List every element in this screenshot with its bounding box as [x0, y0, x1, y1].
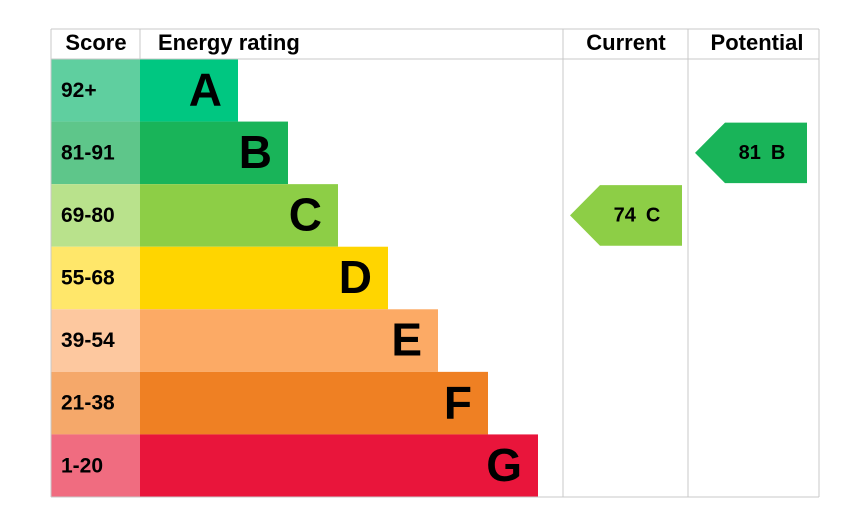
score-label: 39-54 — [61, 329, 115, 352]
score-cell — [51, 121, 140, 185]
rating-bar — [140, 121, 288, 185]
header-potential: Potential — [711, 30, 804, 55]
score-cell — [51, 309, 140, 372]
rating-bar — [140, 184, 338, 247]
score-cell — [51, 434, 140, 497]
potential-label: 81 B — [739, 142, 786, 164]
score-cell — [51, 246, 140, 310]
rating-bar — [140, 59, 238, 122]
rating-bar — [140, 434, 538, 497]
rating-letter: C — [289, 189, 322, 241]
potential-value: 81 — [739, 142, 761, 164]
score-label: 21-38 — [61, 392, 115, 415]
score-cell — [51, 184, 140, 247]
score-label: 92+ — [61, 79, 97, 102]
current-label: 74 C — [614, 205, 661, 227]
header-rating: Energy rating — [158, 30, 300, 55]
rating-bar — [140, 246, 388, 310]
score-label: 69-80 — [61, 204, 115, 227]
current-letter: C — [646, 205, 660, 227]
potential-arrow — [695, 122, 807, 184]
rating-letter: A — [189, 63, 222, 115]
rating-letter: E — [391, 314, 422, 366]
potential-letter: B — [771, 142, 785, 164]
rating-bar — [140, 371, 488, 435]
current-value: 74 — [614, 205, 637, 227]
header-current: Current — [586, 30, 666, 55]
rating-bar — [140, 309, 438, 372]
score-cell — [51, 371, 140, 435]
score-cell — [51, 59, 140, 122]
rating-letter: B — [239, 126, 272, 178]
header-score: Score — [65, 30, 126, 55]
rating-letter: G — [486, 439, 522, 491]
current-arrow — [570, 185, 682, 246]
score-label: 55-68 — [61, 267, 115, 290]
score-label: 81-91 — [61, 141, 115, 164]
score-label: 1-20 — [61, 454, 103, 477]
rating-letter: D — [339, 251, 372, 303]
rating-letter: F — [444, 376, 472, 428]
